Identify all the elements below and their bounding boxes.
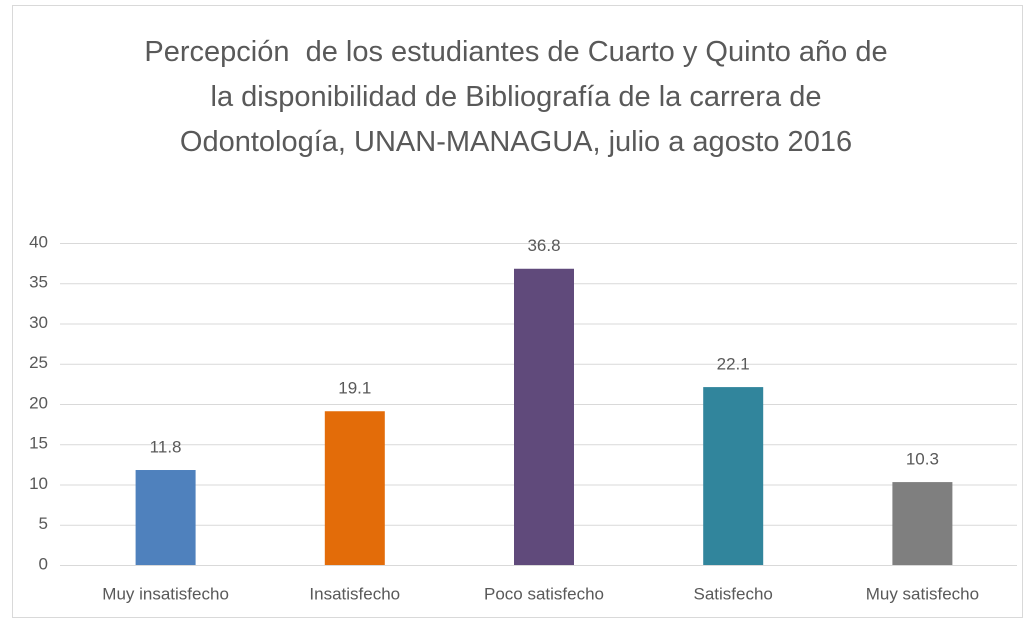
y-tick-label: 10	[29, 474, 48, 493]
bar	[514, 268, 574, 565]
y-tick-label: 30	[29, 313, 48, 332]
y-tick-label: 40	[29, 232, 48, 251]
data-label: 10.3	[906, 450, 939, 469]
x-tick-label: Poco satisfecho	[484, 584, 604, 603]
x-tick-label: Muy satisfecho	[866, 584, 979, 603]
x-tick-label: Satisfecho	[694, 584, 773, 603]
y-tick-label: 0	[39, 554, 48, 573]
data-label: 22.1	[717, 355, 750, 374]
x-tick-label: Insatisfecho	[309, 584, 400, 603]
y-tick-label: 25	[29, 353, 48, 372]
data-label: 36.8	[527, 236, 560, 255]
bar	[892, 482, 953, 565]
y-tick-label: 20	[29, 393, 48, 412]
y-tick-label: 35	[29, 273, 48, 292]
y-tick-label: 15	[29, 434, 48, 453]
data-label: 19.1	[338, 379, 371, 398]
bar	[324, 411, 385, 565]
y-tick-label: 5	[39, 514, 48, 533]
x-tick-label: Muy insatisfecho	[102, 584, 229, 603]
bar	[703, 387, 764, 565]
bar	[135, 470, 196, 565]
data-label: 11.8	[150, 437, 182, 456]
chart-title: Percepción de los estudiantes de Cuarto …	[144, 36, 896, 158]
